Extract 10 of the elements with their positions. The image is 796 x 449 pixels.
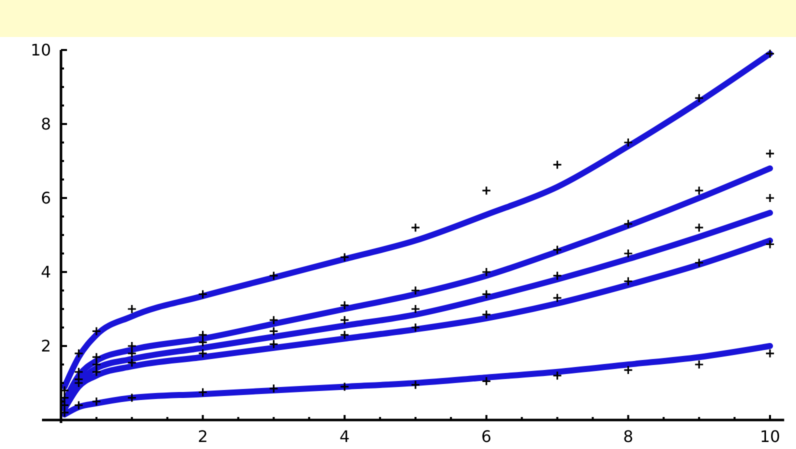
y-tick-label: 6 <box>40 188 51 208</box>
y-tick-label: 8 <box>40 114 51 134</box>
x-tick-label: 8 <box>623 427 634 446</box>
x-tick-label: 2 <box>198 427 208 446</box>
y-tick-label: 2 <box>40 336 51 356</box>
x-tick-label: 4 <box>340 427 350 446</box>
x-tick-label: 6 <box>481 427 492 446</box>
y-tick-label: 10 <box>30 40 51 60</box>
x-tick-label: 10 <box>760 427 780 446</box>
y-tick-label: 4 <box>40 262 51 282</box>
